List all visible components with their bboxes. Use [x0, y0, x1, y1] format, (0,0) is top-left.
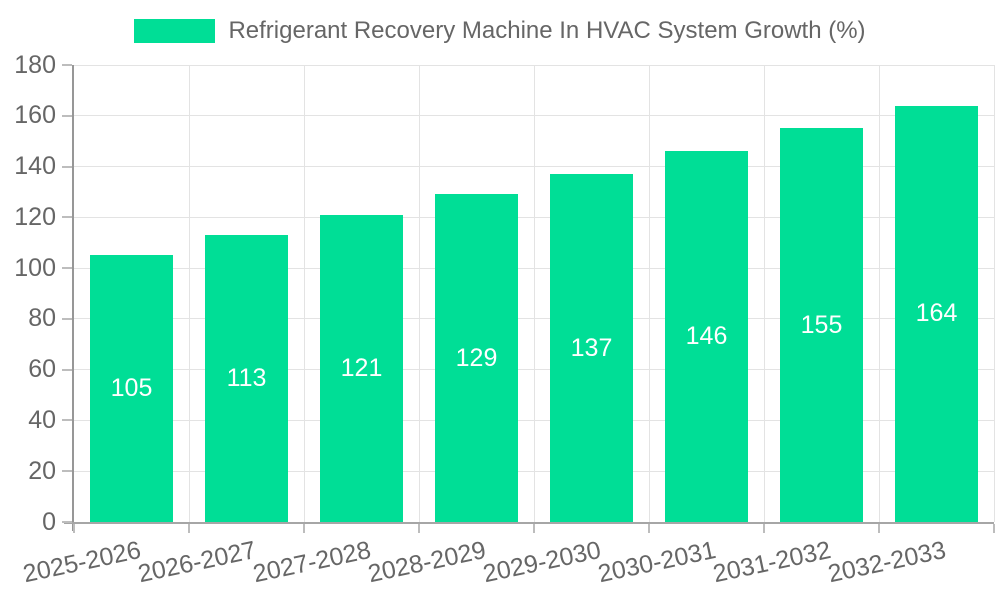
bar[interactable]: 121	[320, 214, 403, 522]
x-axis-tick-mark	[533, 524, 535, 533]
y-axis-tick-label: 100	[14, 253, 56, 282]
bar[interactable]: 164	[895, 105, 978, 522]
gridline-vertical	[878, 65, 880, 522]
y-axis-tick-mark	[62, 470, 72, 473]
gridline-vertical	[648, 65, 650, 522]
bar[interactable]: 113	[205, 235, 288, 522]
y-axis-tick-label: 80	[28, 304, 56, 333]
y-axis-tick-mark	[62, 165, 72, 168]
x-axis-tick-mark	[648, 524, 650, 533]
bar-value-label: 121	[340, 353, 383, 382]
y-axis-tick-mark	[62, 64, 72, 66]
x-axis-label: 2031-2032	[710, 536, 834, 589]
y-axis-tick-label: 180	[14, 50, 56, 79]
x-axis-label: 2028-2029	[365, 536, 489, 589]
y-axis-tick-label: 40	[28, 405, 56, 434]
y-axis-tick-mark	[62, 114, 72, 117]
gridline-vertical	[188, 65, 190, 522]
bar-value-label: 113	[226, 364, 267, 393]
bar-value-label: 146	[685, 322, 728, 351]
legend-swatch	[134, 19, 216, 43]
y-axis-line	[72, 65, 74, 531]
x-axis-tick-mark	[418, 524, 420, 533]
x-axis-tick-mark	[993, 524, 995, 533]
y-axis-tick-label: 60	[28, 355, 56, 384]
x-axis-label: 2027-2028	[250, 536, 374, 589]
x-axis-label: 2030-2031	[595, 536, 719, 589]
bar[interactable]: 146	[665, 151, 748, 522]
bar-value-label: 137	[570, 333, 613, 362]
bar-value-label: 105	[110, 374, 153, 403]
legend-item[interactable]: Refrigerant Recovery Machine In HVAC Sys…	[134, 17, 866, 45]
x-axis-tick-mark	[188, 524, 190, 533]
y-axis-tick-mark	[62, 216, 72, 219]
y-axis-tick-mark	[62, 419, 72, 422]
y-axis-tick-mark	[62, 521, 72, 523]
gridline-vertical	[303, 65, 305, 522]
x-axis-label: 2025-2026	[20, 536, 144, 589]
x-axis-line	[64, 522, 994, 524]
gridline-vertical	[533, 65, 535, 522]
gridline-vertical	[763, 65, 765, 522]
bar[interactable]: 129	[435, 194, 518, 522]
x-axis-label: 2029-2030	[480, 536, 604, 589]
legend-label: Refrigerant Recovery Machine In HVAC Sys…	[228, 17, 866, 44]
y-axis-tick-label: 20	[28, 456, 56, 485]
x-axis-tick-mark	[878, 524, 880, 533]
y-axis-tick-mark	[62, 317, 72, 320]
x-axis-tick-mark	[303, 524, 305, 533]
y-axis-tick-label: 140	[14, 152, 56, 181]
x-axis-tick-mark	[73, 524, 75, 533]
gridline-vertical	[418, 65, 420, 522]
chart-legend: Refrigerant Recovery Machine In HVAC Sys…	[0, 17, 1000, 45]
gridline-vertical	[993, 65, 995, 522]
bar-value-label: 164	[915, 299, 958, 328]
y-axis-tick-mark	[62, 267, 72, 270]
y-axis-tick-mark	[62, 368, 72, 371]
y-axis-tick-label: 160	[14, 101, 56, 130]
bar[interactable]: 105	[90, 255, 173, 522]
plot-area: 0 20 40 60 80 100 120 140 160 180 105 113 121 129 137 1…	[14, 52, 995, 588]
x-axis-label: 2026-2027	[135, 536, 259, 589]
y-axis-tick-label: 0	[42, 507, 56, 536]
bar-value-label: 129	[455, 343, 498, 372]
bar-value-label: 155	[800, 310, 843, 339]
bar[interactable]: 155	[780, 128, 863, 522]
y-axis-tick-label: 120	[14, 202, 56, 231]
bar[interactable]: 137	[550, 174, 633, 522]
x-axis-tick-mark	[763, 524, 765, 533]
x-axis-label: 2032-2033	[825, 536, 949, 589]
